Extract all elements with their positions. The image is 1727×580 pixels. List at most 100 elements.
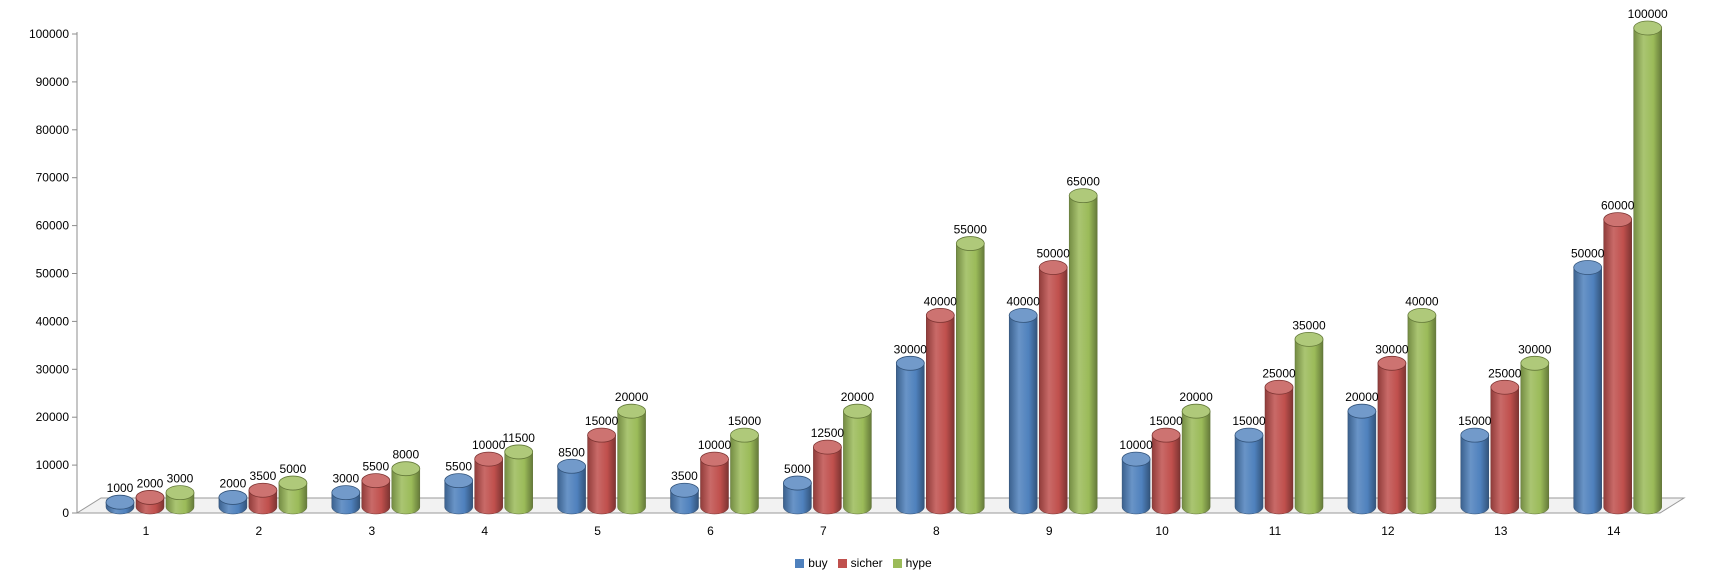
x-tick-label: 8 <box>933 524 940 538</box>
y-tick-label: 50000 <box>36 267 70 281</box>
y-tick-label: 90000 <box>36 75 70 89</box>
bar-buy-8 <box>895 355 925 515</box>
legend-label-hype: hype <box>905 556 932 570</box>
x-tick-label: 10 <box>1155 524 1169 538</box>
bar-hype-6 <box>730 427 759 515</box>
data-label-buy-10: 10000 <box>1119 438 1153 452</box>
data-label-hype-8: 55000 <box>954 223 988 237</box>
y-tick-label: 30000 <box>36 362 70 376</box>
bar-hype-8 <box>955 236 985 515</box>
data-label-sicher-7: 12500 <box>811 426 845 440</box>
x-tick-label: 5 <box>594 524 601 538</box>
data-label-sicher-4: 10000 <box>472 438 506 452</box>
bar-buy-13 <box>1460 427 1490 515</box>
bar-sicher-14 <box>1603 212 1633 515</box>
x-tick-label: 1 <box>143 524 150 538</box>
legend-swatch-hype <box>892 558 902 568</box>
y-tick-label: 40000 <box>36 314 70 328</box>
data-label-sicher-11: 25000 <box>1262 366 1296 380</box>
data-label-sicher-12: 30000 <box>1375 342 1409 356</box>
y-tick-label: 100000 <box>29 27 69 41</box>
bar-hype-14 <box>1633 20 1663 515</box>
data-label-sicher-3: 5500 <box>362 460 389 474</box>
data-label-buy-8: 30000 <box>894 342 928 356</box>
y-tick-label: 80000 <box>36 123 70 137</box>
bar-buy-4 <box>444 473 474 515</box>
x-tick-label: 2 <box>256 524 263 538</box>
y-tick-label: 70000 <box>36 171 70 185</box>
bar-buy-9 <box>1008 307 1038 515</box>
legend: buy sicher hype <box>0 556 1727 570</box>
data-label-sicher-13: 25000 <box>1488 366 1522 380</box>
y-tick-label: 0 <box>62 506 69 520</box>
bar-sicher-7 <box>813 439 842 515</box>
x-tick-label: 13 <box>1494 524 1508 538</box>
bar-sicher-10 <box>1151 427 1181 515</box>
bar-buy-14 <box>1573 260 1603 515</box>
x-tick-label: 7 <box>820 524 827 538</box>
legend-item-sicher: sicher <box>837 556 883 570</box>
bar-buy-5 <box>557 458 586 515</box>
y-tick-label: 60000 <box>36 219 70 233</box>
data-label-hype-13: 30000 <box>1518 342 1552 356</box>
x-tick-label: 12 <box>1381 524 1395 538</box>
bar-hype-5 <box>617 403 646 515</box>
bar-sicher-13 <box>1490 379 1520 515</box>
data-label-hype-5: 20000 <box>615 390 649 404</box>
data-label-hype-4: 11500 <box>502 431 535 445</box>
data-label-buy-11: 15000 <box>1232 414 1266 428</box>
data-label-hype-12: 40000 <box>1405 294 1439 308</box>
data-label-sicher-8: 40000 <box>924 294 958 308</box>
data-label-buy-1: 1000 <box>107 481 134 495</box>
bar-buy-1 <box>105 494 135 515</box>
data-label-buy-3: 3000 <box>332 472 359 486</box>
bar-hype-13 <box>1520 355 1550 515</box>
data-label-buy-5: 8500 <box>558 445 585 459</box>
x-tick-label: 6 <box>707 524 714 538</box>
data-label-hype-1: 3000 <box>167 472 194 486</box>
data-label-buy-4: 5500 <box>445 460 472 474</box>
bar-buy-2 <box>218 490 248 515</box>
data-label-sicher-1: 2000 <box>137 476 164 490</box>
bar-hype-2 <box>278 475 308 515</box>
legend-label-sicher: sicher <box>850 556 883 570</box>
legend-label-buy: buy <box>808 556 828 570</box>
bar-hype-3 <box>391 461 421 515</box>
bar-buy-3 <box>331 485 361 515</box>
bars-layer <box>105 20 1663 515</box>
data-label-buy-14: 50000 <box>1571 247 1605 261</box>
data-label-buy-9: 40000 <box>1007 294 1041 308</box>
legend-swatch-sicher <box>837 558 847 568</box>
data-label-hype-11: 35000 <box>1292 318 1326 332</box>
bar-sicher-8 <box>925 307 955 515</box>
data-label-buy-13: 15000 <box>1458 414 1492 428</box>
legend-item-buy: buy <box>795 556 828 570</box>
data-label-sicher-9: 50000 <box>1037 247 1071 261</box>
bar-hype-10 <box>1181 403 1211 515</box>
bar-hype-12 <box>1407 307 1437 515</box>
chart-floor <box>75 497 1686 514</box>
data-label-hype-7: 20000 <box>841 390 875 404</box>
bar-sicher-12 <box>1377 355 1407 515</box>
data-labels-layer: 1000 2000 3000 2000350050003000550080005500… <box>107 7 1668 495</box>
bar-hype-11 <box>1294 331 1324 515</box>
data-label-hype-10: 20000 <box>1179 390 1213 404</box>
bar-sicher-6 <box>700 451 729 515</box>
bar-hype-7 <box>843 403 872 515</box>
y-tick-label: 20000 <box>36 410 70 424</box>
x-tick-label: 14 <box>1607 524 1621 538</box>
data-label-buy-2: 2000 <box>220 476 247 490</box>
data-label-buy-7: 5000 <box>784 462 811 476</box>
bar-hype-4 <box>504 444 534 515</box>
data-label-hype-3: 8000 <box>392 448 419 462</box>
data-label-sicher-10: 15000 <box>1149 414 1183 428</box>
data-label-hype-2: 5000 <box>280 462 307 476</box>
legend-swatch-buy <box>795 558 805 568</box>
data-label-hype-9: 65000 <box>1067 175 1101 189</box>
data-label-buy-12: 20000 <box>1345 390 1379 404</box>
data-label-hype-14: 100000 <box>1628 7 1668 21</box>
bar-hype-1 <box>165 485 195 515</box>
x-tick-label: 4 <box>481 524 488 538</box>
